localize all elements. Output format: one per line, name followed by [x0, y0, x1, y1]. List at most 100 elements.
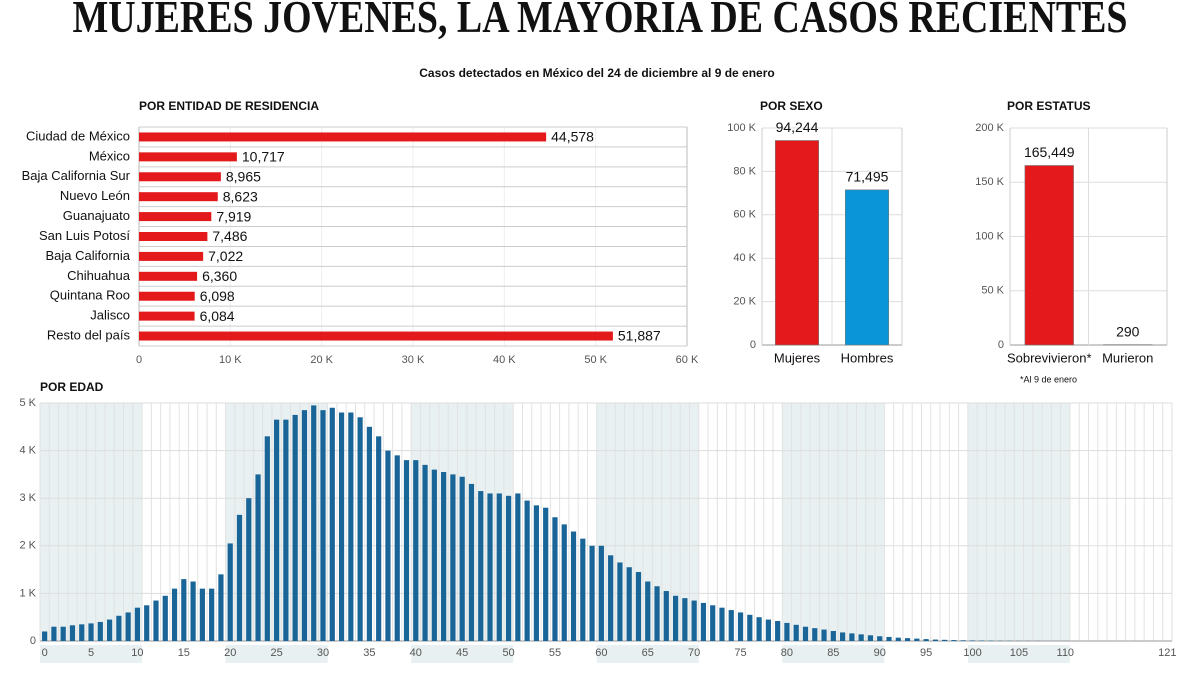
bar — [844, 189, 889, 346]
x-tick-label: 10 K — [219, 354, 242, 366]
shade-band — [782, 403, 885, 641]
bar — [710, 605, 716, 641]
bar — [116, 615, 122, 641]
bar — [385, 450, 391, 641]
bar — [376, 436, 382, 641]
bar — [672, 595, 679, 641]
x-tick-label: 60 K — [676, 354, 699, 366]
bar — [60, 626, 66, 641]
bar — [139, 311, 195, 321]
x-tick-label: 70 — [688, 647, 700, 659]
bar — [320, 410, 326, 641]
bar — [292, 414, 298, 641]
shade-band — [967, 403, 1070, 641]
value-label: 51,887 — [618, 328, 661, 344]
bar — [608, 555, 614, 641]
bar — [139, 232, 208, 241]
value-label: 7,022 — [208, 248, 243, 264]
bar — [431, 469, 437, 641]
bar — [236, 514, 243, 641]
value-label: 94,244 — [776, 119, 819, 135]
bar — [403, 460, 410, 641]
footnote: *Al 9 de enero — [1020, 374, 1077, 384]
bar — [139, 271, 198, 281]
shade-band — [967, 645, 1070, 663]
bar — [765, 619, 771, 641]
x-tick-label: 0 — [136, 354, 142, 366]
y-tick-label: 200 K — [975, 122, 1004, 134]
value-label: 7,486 — [212, 228, 247, 244]
bar — [840, 632, 846, 641]
bar — [552, 517, 558, 641]
bar — [106, 619, 113, 641]
x-tick-label: 60 — [595, 647, 607, 659]
category-label: Sobrevivieron* — [1007, 350, 1092, 365]
bar — [858, 634, 864, 641]
y-tick-label: 2 K — [19, 540, 36, 552]
value-label: 6,360 — [202, 268, 237, 284]
category-label: Mujeres — [774, 350, 821, 365]
y-tick-label: 150 K — [975, 176, 1004, 188]
bar — [274, 419, 280, 641]
chart-title: POR SEXO — [760, 99, 823, 113]
bar — [139, 212, 212, 222]
category-label: Baja California — [45, 248, 130, 263]
bar — [821, 629, 827, 641]
bar — [895, 637, 901, 641]
x-tick-label: 121 — [1158, 647, 1176, 659]
category-label: San Luis Potosí — [39, 228, 130, 243]
bar — [459, 476, 465, 641]
y-tick-label: 20 K — [733, 296, 756, 308]
category-label: Chihuahua — [67, 268, 131, 283]
subtitle: Casos detectados en México del 24 de dic… — [419, 66, 774, 80]
bar — [422, 464, 428, 641]
bar — [775, 621, 781, 641]
y-tick-label: 5 K — [19, 397, 36, 409]
bar — [139, 291, 195, 301]
y-tick-label: 40 K — [733, 252, 756, 264]
bar — [139, 152, 237, 162]
bar — [139, 331, 613, 341]
bar — [793, 624, 799, 641]
x-tick-label: 30 — [317, 647, 329, 659]
bar — [171, 588, 178, 641]
bar — [728, 610, 734, 641]
bar — [255, 474, 261, 641]
bar — [960, 640, 966, 641]
bar — [139, 132, 547, 142]
bar — [450, 474, 456, 641]
bar — [264, 436, 270, 641]
bar — [932, 639, 938, 641]
bar — [654, 586, 660, 641]
x-tick-label: 30 K — [402, 354, 425, 366]
category-label: Ciudad de México — [26, 128, 130, 143]
category-label: México — [89, 148, 130, 163]
bar — [487, 493, 493, 641]
bar — [144, 605, 150, 641]
bar — [682, 598, 688, 641]
bar — [338, 412, 345, 641]
value-label: 6,098 — [200, 288, 235, 304]
bar — [617, 562, 623, 641]
bar — [589, 545, 595, 641]
bar — [533, 505, 540, 641]
shade-band — [40, 645, 143, 663]
shade-band — [596, 645, 699, 663]
bar — [635, 571, 642, 641]
value-label: 6,084 — [200, 308, 235, 324]
x-tick-label: 55 — [549, 647, 561, 659]
bar — [877, 636, 883, 641]
shade-band — [40, 403, 143, 641]
bar — [561, 524, 567, 641]
bar — [394, 455, 400, 641]
bar — [700, 602, 707, 641]
x-tick-label: 100 — [963, 647, 981, 659]
bar — [812, 628, 818, 641]
x-tick-label: 50 — [502, 647, 514, 659]
x-tick-label: 20 K — [310, 354, 333, 366]
y-tick-label: 0 — [998, 339, 1004, 351]
bar — [134, 607, 141, 641]
bar — [867, 635, 874, 641]
bar — [951, 640, 957, 641]
y-tick-label: 50 K — [981, 285, 1004, 297]
